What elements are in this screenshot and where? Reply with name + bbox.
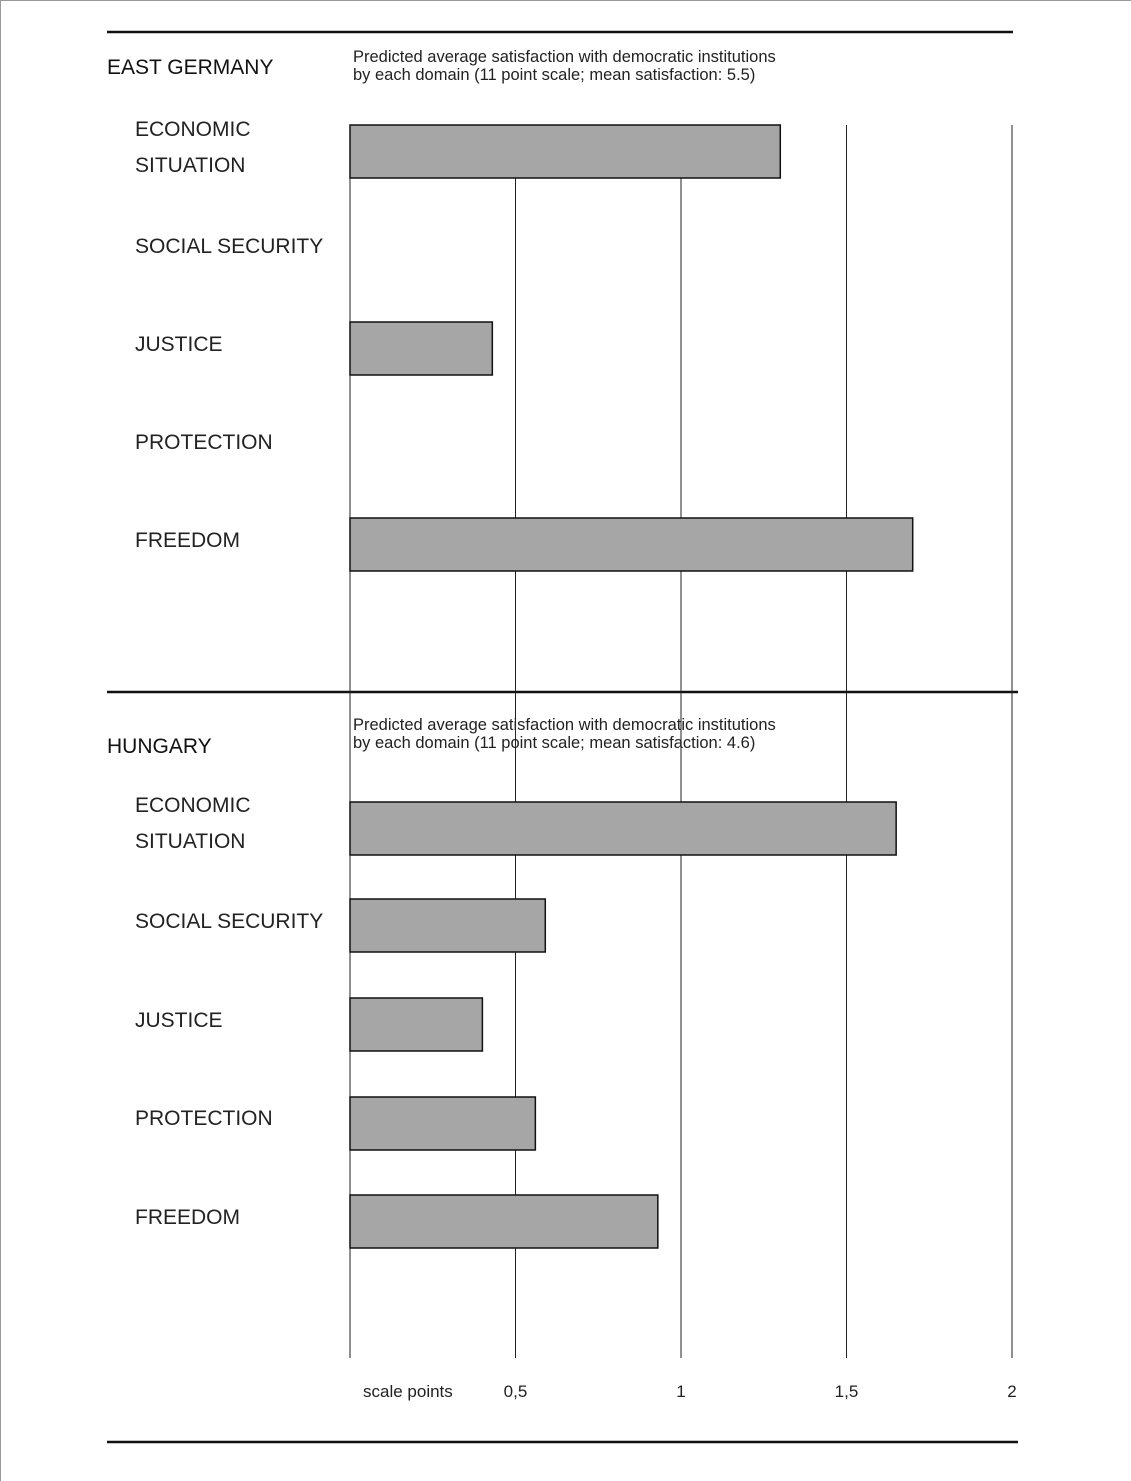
category-label: FREEDOM [135,529,240,552]
bar [349,898,547,953]
category-label-line: FREEDOM [135,1206,240,1229]
x-tick-label: 1 [676,1382,685,1401]
category-label-line: ECONOMIC [135,118,251,141]
bar [349,801,897,856]
panel-subtitle-line: Predicted average satisfaction with demo… [353,716,776,734]
category-label: ECONOMIC SITUATION [135,794,251,853]
category-label-line: SOCIAL SECURITY [135,910,323,933]
category-label-line: SITUATION [135,154,245,177]
category-label-line: JUSTICE [135,1009,223,1032]
bar [349,321,494,376]
category-label-line: SITUATION [135,830,245,853]
x-tick-label: 2 [1007,1382,1016,1401]
category-label-line: PROTECTION [135,1107,273,1130]
category-label-line: ECONOMIC [135,794,251,817]
category-label-line: PROTECTION [135,431,273,454]
category-label: FREEDOM [135,1206,240,1229]
bar [349,124,782,179]
category-label: SOCIAL SECURITY [135,910,323,933]
panel-subtitle-line: Predicted average satisfaction with demo… [353,48,776,66]
bar [349,1096,537,1151]
category-label: PROTECTION [135,431,273,454]
x-axis-label: scale points [363,1382,453,1401]
category-label-line: JUSTICE [135,333,223,356]
bar [349,1194,659,1249]
category-label: JUSTICE [135,1009,223,1032]
bar [349,517,914,572]
category-label: SOCIAL SECURITY [135,235,323,258]
bar [349,997,484,1052]
category-label-line: SOCIAL SECURITY [135,235,323,258]
panel-subtitle-line: by each domain (11 point scale; mean sat… [353,734,755,752]
x-tick-label: 0,5 [504,1382,528,1401]
x-tick-label: 1,5 [835,1382,859,1401]
panel-title: EAST GERMANY [107,56,273,79]
category-label: JUSTICE [135,333,223,356]
category-label-line: FREEDOM [135,529,240,552]
panel-title: HUNGARY [107,735,212,758]
category-label: ECONOMIC SITUATION [135,118,251,177]
panel-subtitle-line: by each domain (11 point scale; mean sat… [353,66,755,84]
category-label: PROTECTION [135,1107,273,1130]
